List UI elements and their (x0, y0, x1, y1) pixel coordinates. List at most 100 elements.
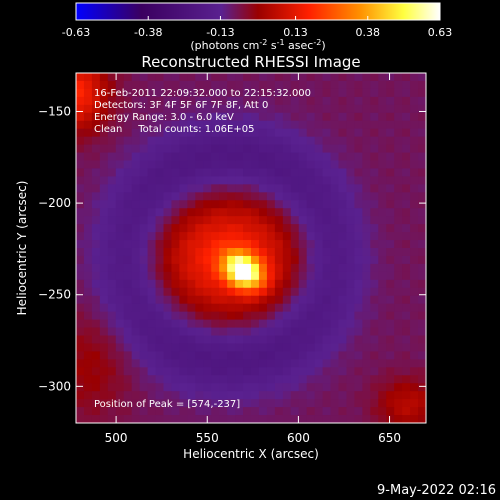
heatmap-cell (139, 327, 149, 337)
heatmap-cell (306, 271, 316, 281)
heatmap-cell (83, 96, 93, 106)
heatmap-cell (227, 232, 236, 241)
heatmap-cell (76, 311, 85, 321)
heatmap-cell (370, 160, 379, 170)
heatmap-cell (123, 248, 133, 257)
heatmap-cell (147, 327, 157, 337)
heatmap-cell (290, 375, 300, 384)
heatmap-cell (115, 88, 125, 98)
heatmap-cell (298, 144, 308, 154)
heatmap-cell (338, 152, 348, 162)
heatmap-cell (235, 208, 244, 217)
heatmap-cell (107, 192, 117, 201)
heatmap-cell (314, 80, 324, 90)
heatmap-cell (91, 415, 101, 423)
heatmap-cell (402, 200, 411, 209)
heatmap-cell (155, 279, 165, 289)
heatmap-cell (370, 200, 379, 209)
heatmap-cell (155, 224, 165, 233)
heatmap-cell (235, 168, 244, 177)
heatmap-cell (203, 383, 212, 392)
heatmap-cell (163, 208, 173, 217)
heatmap-cell (227, 96, 236, 106)
heatmap-cell (394, 136, 403, 146)
heatmap-cell (76, 248, 85, 257)
heatmap-cell (115, 224, 125, 233)
heatmap-cell (83, 303, 93, 313)
heatmap-cell (362, 200, 371, 209)
heatmap-cell (163, 391, 173, 400)
heatmap-cell (187, 311, 196, 321)
heatmap-cell (243, 255, 252, 265)
heatmap-cell (163, 200, 173, 209)
heatmap-cell (76, 343, 85, 352)
heatmap-cell (219, 144, 228, 154)
heatmap-cell (76, 375, 85, 384)
heatmap-cell (290, 136, 300, 146)
heatmap-cell (171, 375, 180, 384)
heatmap-cell (370, 311, 379, 321)
heatmap-cell (266, 208, 276, 217)
heatmap-cell (378, 407, 387, 416)
heatmap-cell (386, 184, 395, 193)
heatmap-cell (346, 104, 355, 114)
heatmap-cell (394, 208, 403, 217)
heatmap-cell (290, 208, 300, 217)
heatmap-cell (251, 144, 260, 154)
heatmap-cell (266, 375, 276, 384)
heatmap-cell (123, 96, 133, 106)
heatmap-cell (187, 80, 196, 90)
heatmap-cell (211, 184, 220, 193)
heatmap-cell (346, 160, 355, 170)
heatmap-cell (107, 327, 117, 337)
heatmap-cell (155, 168, 165, 177)
heatmap-cell (378, 112, 387, 122)
heatmap-cell (290, 295, 300, 305)
heatmap-cell (402, 399, 411, 408)
heatmap-cell (346, 168, 355, 177)
heatmap-cell (258, 224, 268, 233)
heatmap-cell (131, 287, 141, 297)
heatmap-cell (163, 279, 173, 289)
heatmap-cell (227, 367, 236, 376)
heatmap-cell (394, 216, 403, 225)
heatmap-cell (131, 192, 141, 201)
heatmap-cell (362, 176, 371, 185)
heatmap-cell (91, 359, 101, 368)
heatmap-cell (99, 287, 109, 297)
heatmap-cell (76, 200, 85, 209)
heatmap-cell (290, 343, 300, 352)
heatmap-cell (123, 303, 133, 313)
heatmap-cell (418, 112, 426, 122)
heatmap-cell (251, 319, 260, 329)
heatmap-cell (219, 96, 228, 106)
heatmap-cell (195, 415, 204, 423)
heatmap-cell (195, 303, 204, 313)
heatmap-cell (243, 287, 252, 297)
heatmap-cell (243, 327, 252, 337)
heatmap-cell (298, 375, 308, 384)
heatmap-cell (410, 88, 419, 98)
heatmap-cell (346, 176, 355, 185)
heatmap-cell (203, 104, 212, 114)
heatmap-cell (147, 232, 157, 241)
heatmap-cell (115, 184, 125, 193)
heatmap-cell (91, 279, 101, 289)
heatmap-cell (115, 128, 125, 138)
heatmap-cell (386, 240, 395, 249)
heatmap-cell (155, 88, 165, 98)
heatmap-cell (155, 391, 165, 400)
heatmap-cell (99, 128, 109, 138)
heatmap-cell (131, 96, 141, 106)
heatmap-cell (314, 399, 324, 408)
heatmap-cell (203, 279, 212, 289)
heatmap-cell (115, 96, 125, 106)
heatmap-cell (163, 399, 173, 408)
y-tick-label: −200 (38, 196, 71, 210)
heatmap-cell (179, 311, 188, 321)
heatmap-cell (314, 391, 324, 400)
heatmap-cell (107, 152, 117, 162)
heatmap-cell (139, 232, 149, 241)
heatmap-cell (171, 216, 180, 225)
heatmap-cell (274, 184, 284, 193)
